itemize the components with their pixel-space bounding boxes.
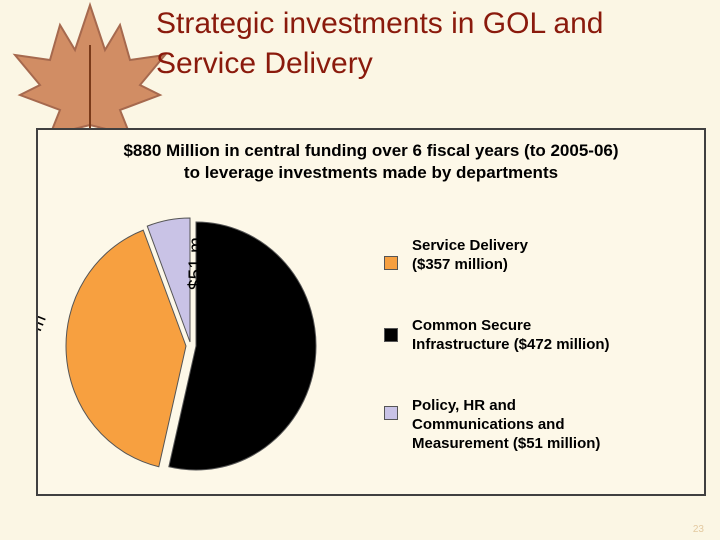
chart-title-line-1: $880 Million in central funding over 6 f… xyxy=(123,141,619,160)
chart-title-line-2: to leverage investments made by departme… xyxy=(183,163,559,182)
legend-label: ($357 million) xyxy=(412,256,508,273)
chart-title: $880 Million in central funding over 6 f… xyxy=(38,140,704,184)
pie-chart: $357 m $51 m xyxy=(38,217,317,471)
slide-title-line-1: Strategic investments in GOL and xyxy=(156,7,604,40)
legend-label: Common Secure xyxy=(412,317,532,334)
pie-slice-policy-hr xyxy=(146,217,191,343)
legend-label: Policy, HR and xyxy=(412,397,516,414)
legend-label: Communications and xyxy=(412,416,565,433)
legend-swatch-lavender xyxy=(384,406,398,420)
legend-swatch-black xyxy=(384,328,398,342)
slice-label-51: $51 m xyxy=(186,237,207,290)
pie-slice-common-secure-infrastructure xyxy=(168,221,317,471)
slide-title-line-2: Service Delivery xyxy=(156,47,373,80)
legend-label: Service Delivery xyxy=(412,237,528,254)
legend-label: Infrastructure ($472 million) xyxy=(412,336,610,353)
chart-panel: $880 Million in central funding over 6 f… xyxy=(36,128,706,496)
pie-slice-service-delivery xyxy=(65,229,187,468)
legend-swatch-orange xyxy=(384,256,398,270)
legend-label: Measurement ($51 million) xyxy=(412,435,601,452)
slice-label-357: $357 m xyxy=(38,312,51,379)
slide-title: Strategic investments in GOL and Service… xyxy=(156,4,676,84)
page-number: 23 xyxy=(692,524,704,535)
